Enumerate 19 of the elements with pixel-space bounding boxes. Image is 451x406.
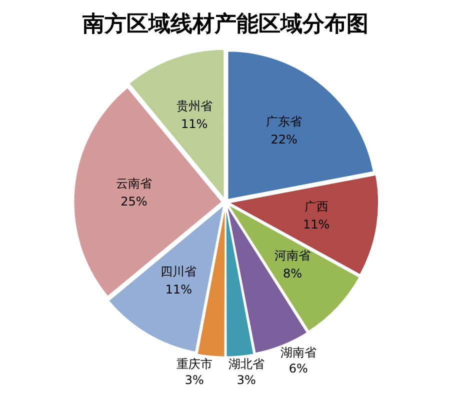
- data-label: 22%: [270, 132, 298, 146]
- data-label: 11%: [181, 116, 208, 131]
- slice-label: 广东省: [266, 114, 302, 128]
- slice-label: 贵州省: [176, 98, 212, 113]
- data-label: 8%: [283, 266, 302, 280]
- slice-label: 广西: [304, 200, 328, 214]
- slice-label: 云南省: [116, 176, 152, 191]
- data-label: 11%: [165, 282, 192, 296]
- data-label: 25%: [120, 194, 148, 209]
- data-label: 6%: [288, 362, 308, 376]
- chart-title: 南方区域线材产能区域分布图: [82, 10, 368, 37]
- slice-label: 四川省: [160, 264, 197, 278]
- data-label: 3%: [184, 372, 204, 387]
- slice-label: 湖北省: [228, 356, 264, 371]
- slice-label: 湖南省: [280, 346, 316, 360]
- slice-label: 重庆市: [176, 356, 212, 371]
- data-label: 11%: [302, 218, 330, 232]
- data-label: 3%: [236, 372, 256, 387]
- slice-label: 河南省: [274, 248, 311, 262]
